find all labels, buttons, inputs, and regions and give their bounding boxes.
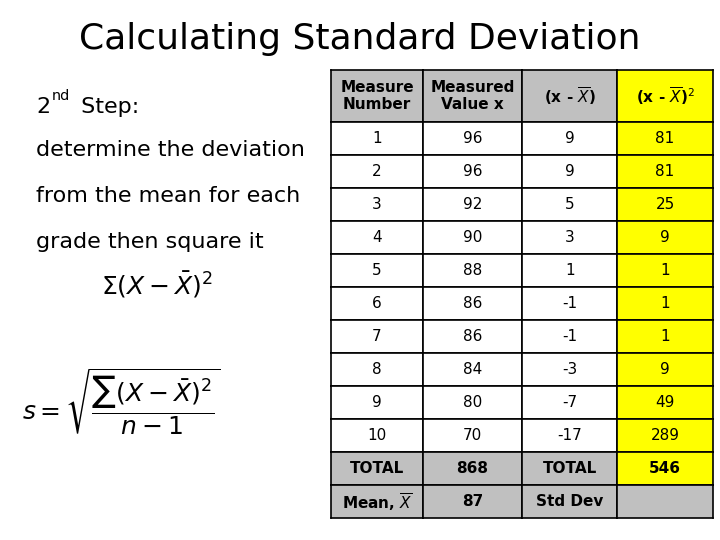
Text: 9: 9 — [660, 230, 670, 245]
Text: Calculating Standard Deviation: Calculating Standard Deviation — [79, 22, 641, 56]
Text: determine the deviation: determine the deviation — [36, 140, 305, 160]
Text: 10: 10 — [367, 428, 387, 443]
Text: 1: 1 — [660, 296, 670, 311]
Text: -3: -3 — [562, 362, 577, 377]
Text: nd: nd — [52, 89, 70, 103]
Text: 92: 92 — [463, 197, 482, 212]
Text: Step:: Step: — [74, 97, 140, 117]
Text: 1: 1 — [660, 263, 670, 278]
Text: 868: 868 — [456, 461, 488, 476]
Text: 9: 9 — [660, 362, 670, 377]
Text: grade then square it: grade then square it — [36, 232, 264, 252]
Text: 289: 289 — [651, 428, 680, 443]
Text: (x - $\overline{X}$)$^2$: (x - $\overline{X}$)$^2$ — [636, 85, 695, 107]
Text: TOTAL: TOTAL — [350, 461, 404, 476]
Text: 1: 1 — [660, 329, 670, 344]
Text: (x - $\overline{X}$): (x - $\overline{X}$) — [544, 85, 595, 107]
Text: 3: 3 — [564, 230, 575, 245]
Text: 49: 49 — [655, 395, 675, 410]
Text: -17: -17 — [557, 428, 582, 443]
Text: Mean, $\overline{X}$: Mean, $\overline{X}$ — [342, 491, 413, 513]
Text: 9: 9 — [564, 131, 575, 146]
Text: 8: 8 — [372, 362, 382, 377]
Text: -1: -1 — [562, 296, 577, 311]
Text: 88: 88 — [463, 263, 482, 278]
Text: 6: 6 — [372, 296, 382, 311]
Text: 1: 1 — [372, 131, 382, 146]
Text: 25: 25 — [655, 197, 675, 212]
Text: from the mean for each: from the mean for each — [36, 186, 300, 206]
Text: 86: 86 — [463, 296, 482, 311]
Text: 7: 7 — [372, 329, 382, 344]
Text: 81: 81 — [655, 131, 675, 146]
Text: 70: 70 — [463, 428, 482, 443]
Text: 5: 5 — [372, 263, 382, 278]
Text: 5: 5 — [565, 197, 575, 212]
Text: 86: 86 — [463, 329, 482, 344]
Text: Measured
Value x: Measured Value x — [431, 80, 515, 112]
Text: $\Sigma(X - \bar{X})^2$: $\Sigma(X - \bar{X})^2$ — [101, 270, 212, 300]
Text: 4: 4 — [372, 230, 382, 245]
Text: 84: 84 — [463, 362, 482, 377]
Text: TOTAL: TOTAL — [543, 461, 597, 476]
Text: 9: 9 — [564, 164, 575, 179]
Text: 546: 546 — [649, 461, 681, 476]
Text: 81: 81 — [655, 164, 675, 179]
Text: 90: 90 — [463, 230, 482, 245]
Text: -7: -7 — [562, 395, 577, 410]
Text: 87: 87 — [462, 495, 483, 509]
Text: 80: 80 — [463, 395, 482, 410]
Text: 3: 3 — [372, 197, 382, 212]
Text: 2: 2 — [372, 164, 382, 179]
Text: 2: 2 — [36, 97, 50, 117]
Text: Std Dev: Std Dev — [536, 495, 603, 509]
Text: 96: 96 — [463, 164, 482, 179]
Text: 1: 1 — [565, 263, 575, 278]
Text: $s = \sqrt{\dfrac{\sum(X - \bar{X})^2}{n-1}}$: $s = \sqrt{\dfrac{\sum(X - \bar{X})^2}{n… — [22, 367, 220, 437]
Text: 96: 96 — [463, 131, 482, 146]
Text: 9: 9 — [372, 395, 382, 410]
Text: Measure
Number: Measure Number — [340, 80, 414, 112]
Text: -1: -1 — [562, 329, 577, 344]
